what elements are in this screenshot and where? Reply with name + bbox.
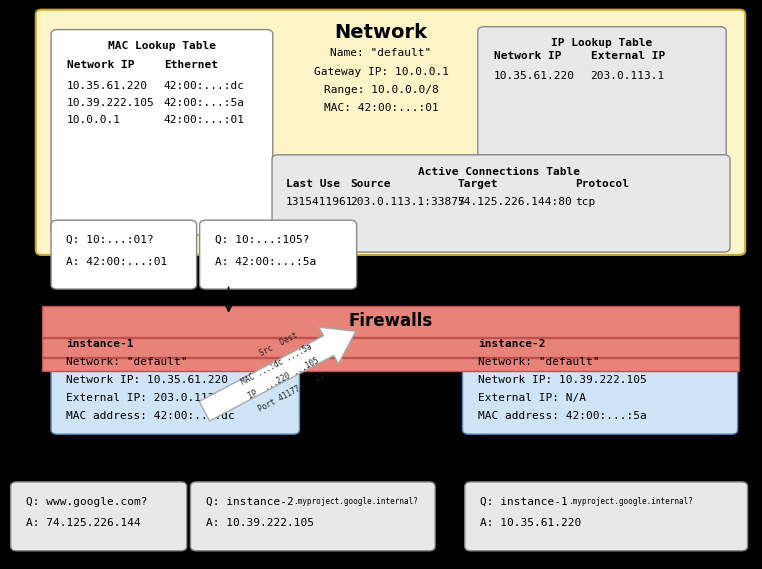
Text: instance-2: instance-2 xyxy=(478,339,546,349)
FancyBboxPatch shape xyxy=(272,155,730,252)
Bar xyxy=(42,338,739,357)
Text: MAC: 42:00:...:01: MAC: 42:00:...:01 xyxy=(324,103,438,113)
Text: A: 42:00:...:5a: A: 42:00:...:5a xyxy=(215,257,316,267)
Text: 10.0.0.1: 10.0.0.1 xyxy=(67,115,121,125)
FancyBboxPatch shape xyxy=(478,27,726,161)
Text: 1315411961: 1315411961 xyxy=(286,197,354,208)
Bar xyxy=(42,306,739,337)
Bar xyxy=(42,358,739,371)
Text: 74.125.226.144:80: 74.125.226.144:80 xyxy=(457,197,572,208)
Text: Q: 10:...:105?: Q: 10:...:105? xyxy=(215,235,309,245)
Text: External IP: External IP xyxy=(591,51,664,61)
FancyBboxPatch shape xyxy=(463,325,738,434)
FancyArrowPatch shape xyxy=(199,327,356,421)
Text: .myproject.google.internal?: .myproject.google.internal? xyxy=(293,497,418,506)
Text: 10.39.222.105: 10.39.222.105 xyxy=(67,98,155,108)
Text: A: 74.125.226.144: A: 74.125.226.144 xyxy=(26,518,141,529)
Text: MAC ...:dc ...:5a: MAC ...:dc ...:5a xyxy=(239,342,313,386)
Text: Network: "default": Network: "default" xyxy=(478,357,599,367)
Text: 203.0.113.1: 203.0.113.1 xyxy=(591,71,664,81)
Text: Src  Dest: Src Dest xyxy=(239,331,299,369)
Text: 42:00:...:dc: 42:00:...:dc xyxy=(164,81,245,91)
Text: External IP: N/A: External IP: N/A xyxy=(478,393,586,403)
Text: 10.35.61.220: 10.35.61.220 xyxy=(494,71,575,81)
Text: Q: www.google.com?: Q: www.google.com? xyxy=(26,497,147,507)
Text: tcp: tcp xyxy=(575,197,596,208)
Text: Source: Source xyxy=(351,179,391,189)
Text: 10.35.61.220: 10.35.61.220 xyxy=(67,81,148,91)
Text: Active Connections Table: Active Connections Table xyxy=(418,167,580,178)
FancyBboxPatch shape xyxy=(465,482,748,551)
Text: A: 10.39.222.105: A: 10.39.222.105 xyxy=(206,518,314,529)
FancyBboxPatch shape xyxy=(200,220,357,289)
Text: Network IP: 10.39.222.105: Network IP: 10.39.222.105 xyxy=(478,375,646,385)
Text: Network IP: Network IP xyxy=(494,51,562,61)
Text: .myproject.google.internal?: .myproject.google.internal? xyxy=(568,497,693,506)
Text: instance-1: instance-1 xyxy=(66,339,134,349)
Text: Last Use: Last Use xyxy=(286,179,340,189)
Text: MAC Lookup Table: MAC Lookup Table xyxy=(108,41,216,51)
Text: Q: instance-1: Q: instance-1 xyxy=(480,497,568,507)
Text: Name: "default": Name: "default" xyxy=(331,48,431,59)
Text: Network: "default": Network: "default" xyxy=(66,357,187,367)
FancyBboxPatch shape xyxy=(51,220,197,289)
Text: . . .: . . . xyxy=(371,368,391,381)
Text: Network IP: Network IP xyxy=(67,60,135,70)
Text: IP  ...220 ...105: IP ...220 ...105 xyxy=(247,356,321,401)
Text: Port 41177    22: Port 41177 22 xyxy=(256,371,326,414)
Text: Target: Target xyxy=(457,179,498,189)
FancyBboxPatch shape xyxy=(51,325,299,434)
Text: Network: Network xyxy=(335,23,427,42)
FancyBboxPatch shape xyxy=(11,482,187,551)
Text: Gateway IP: 10.0.0.1: Gateway IP: 10.0.0.1 xyxy=(313,67,449,77)
FancyBboxPatch shape xyxy=(51,30,273,235)
Text: Q: 10:...:01?: Q: 10:...:01? xyxy=(66,235,154,245)
Text: Firewalls: Firewalls xyxy=(348,312,433,330)
Text: External IP: 203.0.113.1: External IP: 203.0.113.1 xyxy=(66,393,229,403)
Text: MAC address: 42:00:...:5a: MAC address: 42:00:...:5a xyxy=(478,411,646,422)
Text: 203.0.113.1:33875: 203.0.113.1:33875 xyxy=(351,197,466,208)
FancyBboxPatch shape xyxy=(190,482,435,551)
Text: MAC address: 42:00:...:dc: MAC address: 42:00:...:dc xyxy=(66,411,235,422)
FancyBboxPatch shape xyxy=(36,10,745,255)
Text: A: 42:00:...:01: A: 42:00:...:01 xyxy=(66,257,168,267)
Text: Network IP: 10.35.61.220: Network IP: 10.35.61.220 xyxy=(66,375,229,385)
Text: 42:00:...:5a: 42:00:...:5a xyxy=(164,98,245,108)
Text: Range: 10.0.0.0/8: Range: 10.0.0.0/8 xyxy=(324,85,438,95)
Text: IP Lookup Table: IP Lookup Table xyxy=(552,38,652,48)
Text: Ethernet: Ethernet xyxy=(164,60,218,70)
Text: 42:00:...:01: 42:00:...:01 xyxy=(164,115,245,125)
Text: A: 10.35.61.220: A: 10.35.61.220 xyxy=(480,518,581,529)
Text: Protocol: Protocol xyxy=(575,179,629,189)
Text: Q: instance-2: Q: instance-2 xyxy=(206,497,293,507)
